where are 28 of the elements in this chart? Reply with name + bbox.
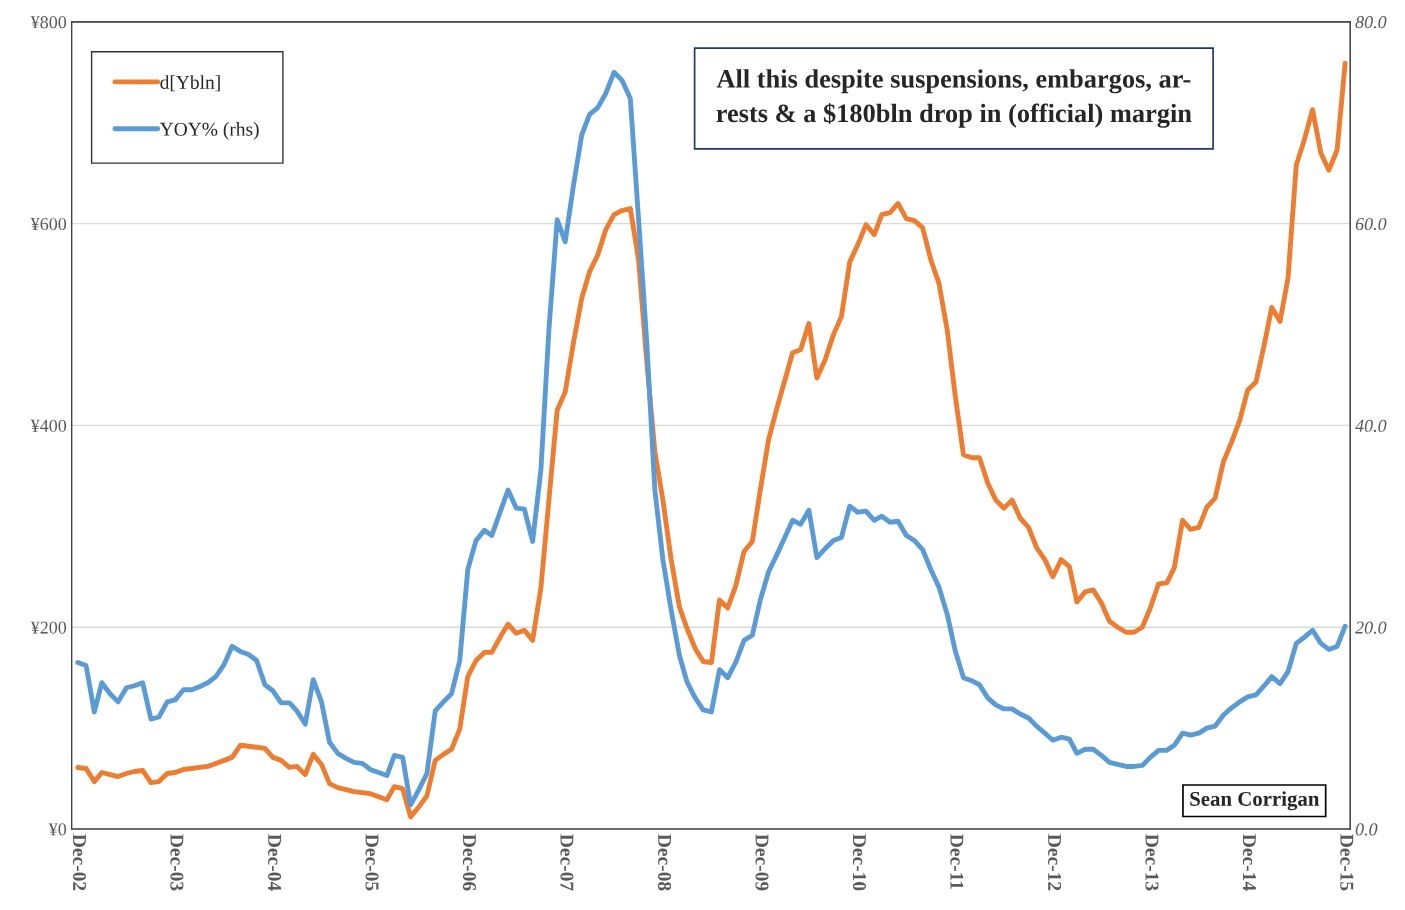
y-tick-label: ¥0 bbox=[48, 823, 67, 836]
y-tick-label: ¥600 bbox=[30, 217, 67, 231]
x-tick-label: Dec-04 bbox=[268, 834, 282, 891]
legend-label: d[Ybln] bbox=[160, 75, 220, 92]
y2-tick-label: 60.0 bbox=[1355, 217, 1387, 231]
x-tick-label: Dec-03 bbox=[170, 834, 184, 891]
annotation: All this despite suspensions, embargos, ar- rests & a $180bln drop in (official) margin bbox=[716, 69, 1192, 128]
x-tick-label: Dec-09 bbox=[755, 834, 769, 891]
x-tick-label: Dec-10 bbox=[852, 834, 866, 891]
x-tick-label: Dec-08 bbox=[658, 834, 672, 891]
y2-tick-label: 20.0 bbox=[1355, 621, 1387, 634]
x-tick-label: Dec-14 bbox=[1242, 834, 1256, 891]
x-tick-label: Dec-07 bbox=[560, 834, 574, 891]
x-tick-label: Dec-05 bbox=[365, 834, 379, 891]
x-tick-label: Dec-11 bbox=[950, 834, 964, 890]
legend-label: YOY% (rhs) bbox=[159, 122, 259, 140]
x-tick-label: Dec-15 bbox=[1340, 834, 1354, 891]
x-tick-label: Dec-12 bbox=[1048, 834, 1062, 891]
x-tick-label: Dec-06 bbox=[462, 834, 477, 891]
x-tick-label: Dec-13 bbox=[1145, 834, 1159, 891]
y-tick-label: ¥400 bbox=[30, 419, 67, 432]
x-tick-label: Dec-02 bbox=[72, 834, 87, 891]
y-tick-label: ¥800 bbox=[30, 16, 67, 29]
y2-tick-label: 80.0 bbox=[1355, 16, 1387, 29]
y2-tick-label: 40.0 bbox=[1355, 419, 1387, 432]
y-tick-label: ¥200 bbox=[30, 621, 67, 634]
annotation: Sean Corrigan bbox=[1190, 791, 1320, 811]
y2-tick-label: 0.0 bbox=[1355, 823, 1378, 836]
